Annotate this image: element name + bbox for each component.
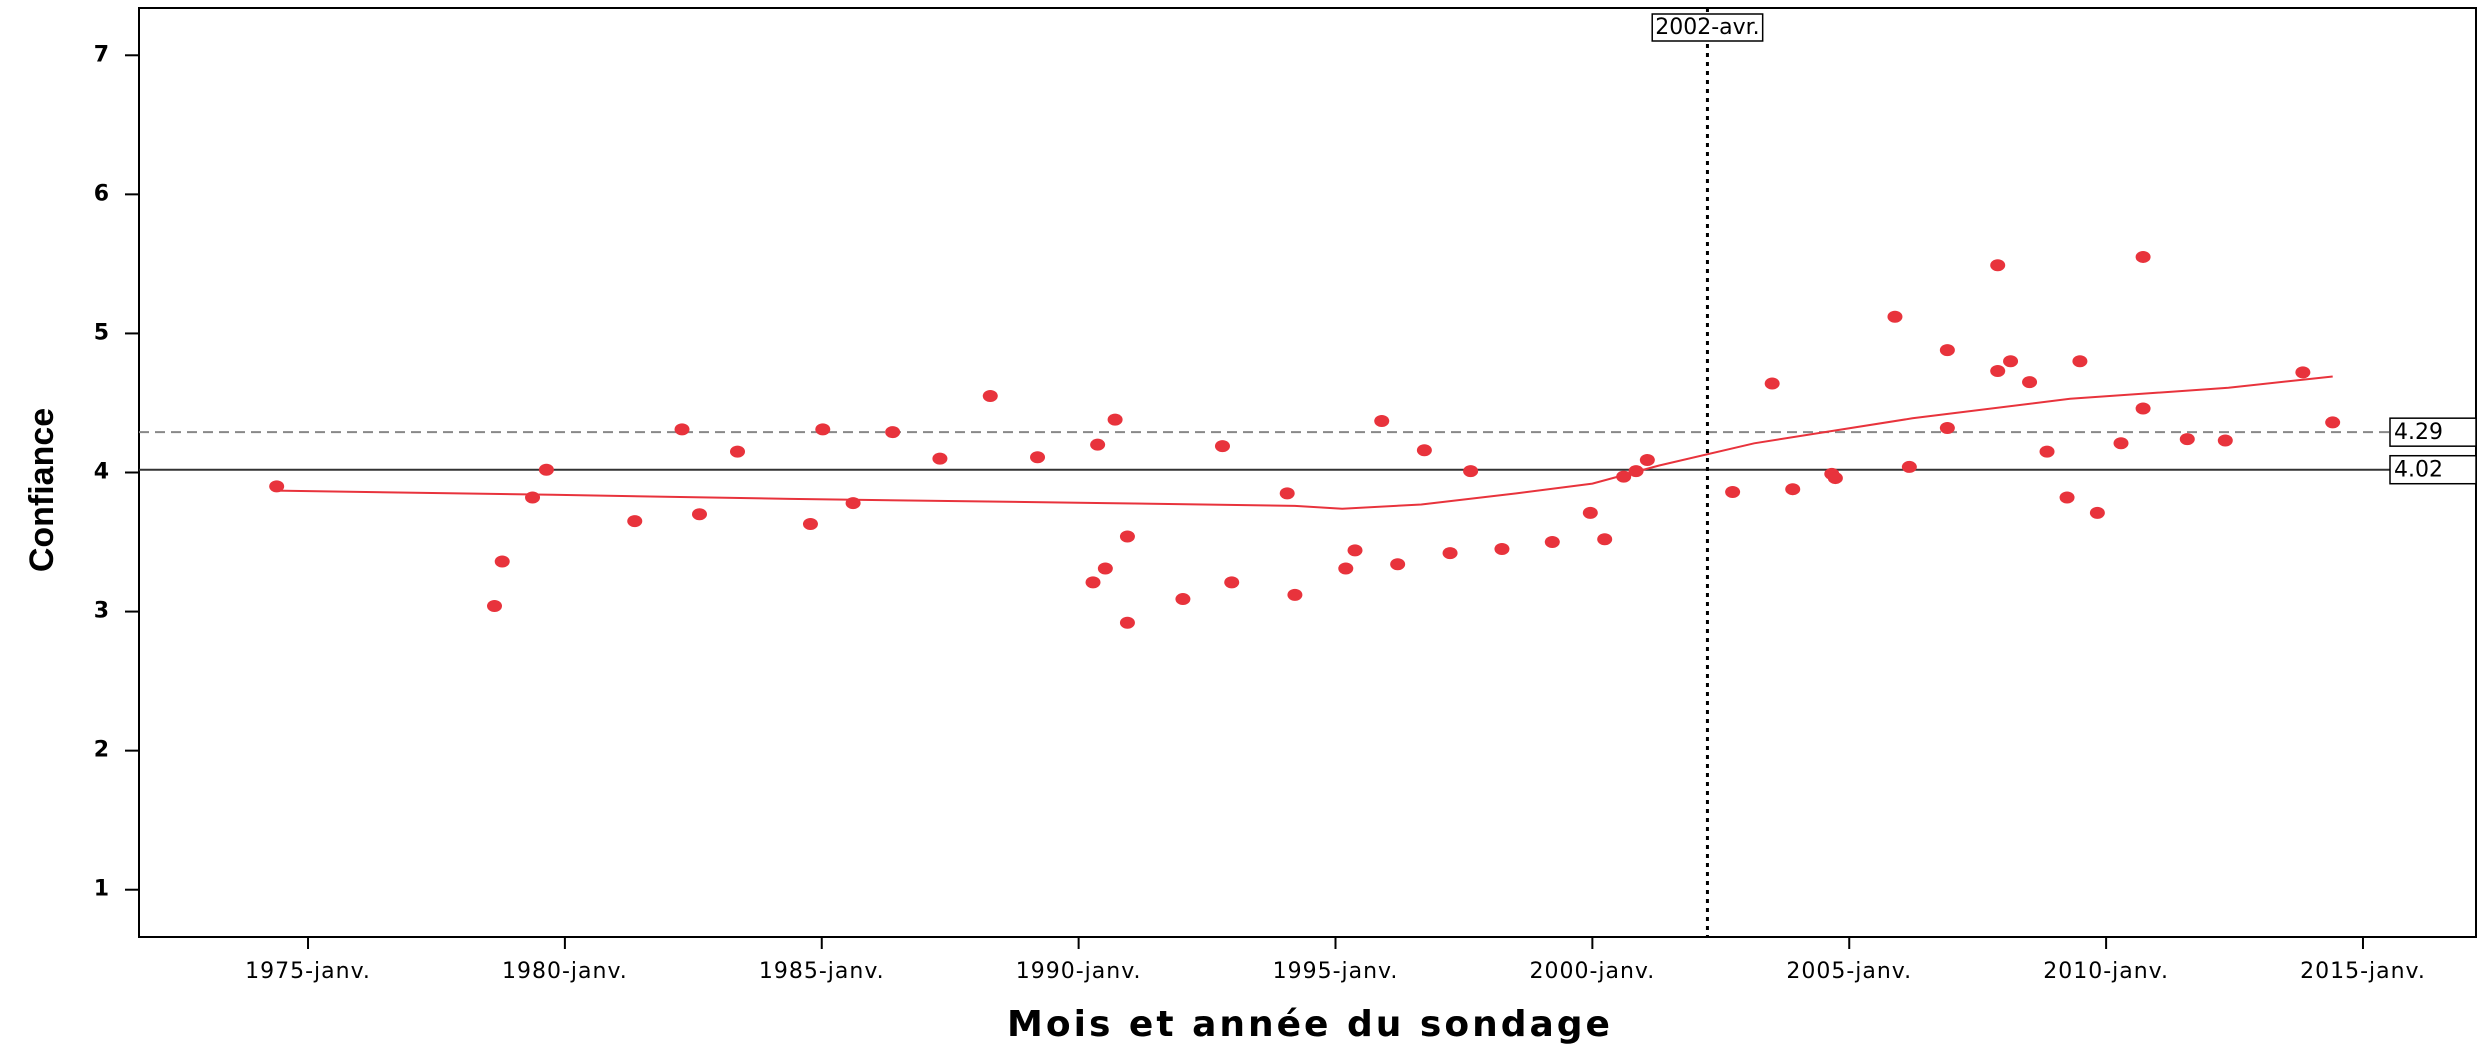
reference-label-box [2389,417,2477,447]
point [691,508,707,521]
point [1085,576,1101,589]
reference-label: 4.29 [2394,420,2443,445]
x-axis-title: Mois et année du sondage [1007,1004,1613,1045]
point [2089,506,2105,519]
point [1390,558,1406,571]
point [2113,437,2129,450]
point [1416,444,1432,457]
point [525,491,541,504]
x-tick-label: 1985-janv. [759,959,885,984]
x-tick-label: 1990-janv. [1016,959,1142,984]
point [494,555,510,568]
plot-frame [138,7,2477,938]
point [1119,616,1135,629]
point [1827,472,1843,485]
reference-label: 4.02 [2394,458,2443,483]
point [982,390,998,403]
point [1224,576,1240,589]
point [2039,445,2055,458]
point [932,452,948,465]
point [1901,460,1917,473]
point [2059,491,2075,504]
point [1119,530,1135,543]
x-tick-label: 2010-janv. [2043,959,2169,984]
point [2003,355,2019,368]
point [1628,465,1644,478]
point [1287,588,1303,601]
point [1030,451,1046,464]
point [2072,355,2088,368]
y-tick-label: 2 [94,738,109,763]
fit-line [276,375,2333,510]
point [2179,433,2195,446]
point [1214,440,1230,453]
point [538,463,554,476]
point [1582,506,1598,519]
y-tick-label: 4 [94,460,109,485]
point [1442,547,1458,560]
point [845,497,861,510]
point [1939,421,1955,434]
y-tick-label: 6 [94,181,109,206]
point [1107,413,1123,426]
point [1939,344,1955,357]
x-tick-label: 1995-janv. [1273,959,1399,984]
point [885,426,901,439]
point [1544,536,1560,549]
point [1785,483,1801,496]
reference-label: 2002-avr. [1655,15,1759,40]
y-tick-label: 3 [94,599,109,624]
point [1374,415,1390,428]
point [2295,366,2311,379]
point [1990,364,2006,377]
y-tick-label: 7 [94,42,109,67]
point [1494,542,1510,555]
point [802,517,818,530]
point [1639,453,1655,466]
point [1725,485,1741,498]
reference-label-box [1651,13,1764,42]
point [730,445,746,458]
x-tick-label: 2000-janv. [1529,959,1655,984]
y-tick-label: 1 [94,877,109,902]
point [1616,470,1632,483]
point [2135,250,2151,263]
point [487,600,503,613]
point [1097,562,1113,575]
point [1887,310,1903,323]
point [674,423,690,436]
point [1175,593,1191,606]
reference-label-box [2389,454,2477,485]
point [1764,377,1780,390]
x-tick-label: 2005-janv. [1786,959,1912,984]
point [1597,533,1613,546]
x-tick-label: 2015-janv. [2300,959,2426,984]
point [269,480,285,493]
point [2325,416,2341,429]
y-axis-title: Confiance [23,408,61,572]
point [627,515,643,528]
point [1090,438,1106,451]
point [1279,487,1295,500]
point [1463,465,1479,478]
point [2022,376,2038,389]
point [2135,402,2151,415]
y-tick-label: 5 [94,320,109,345]
point [1338,562,1354,575]
x-tick-label: 1980-janv. [502,959,628,984]
point [2217,434,2233,447]
point [1990,259,2006,272]
x-tick-label: 1975-janv. [245,959,371,984]
point [815,423,831,436]
point [1347,544,1363,557]
